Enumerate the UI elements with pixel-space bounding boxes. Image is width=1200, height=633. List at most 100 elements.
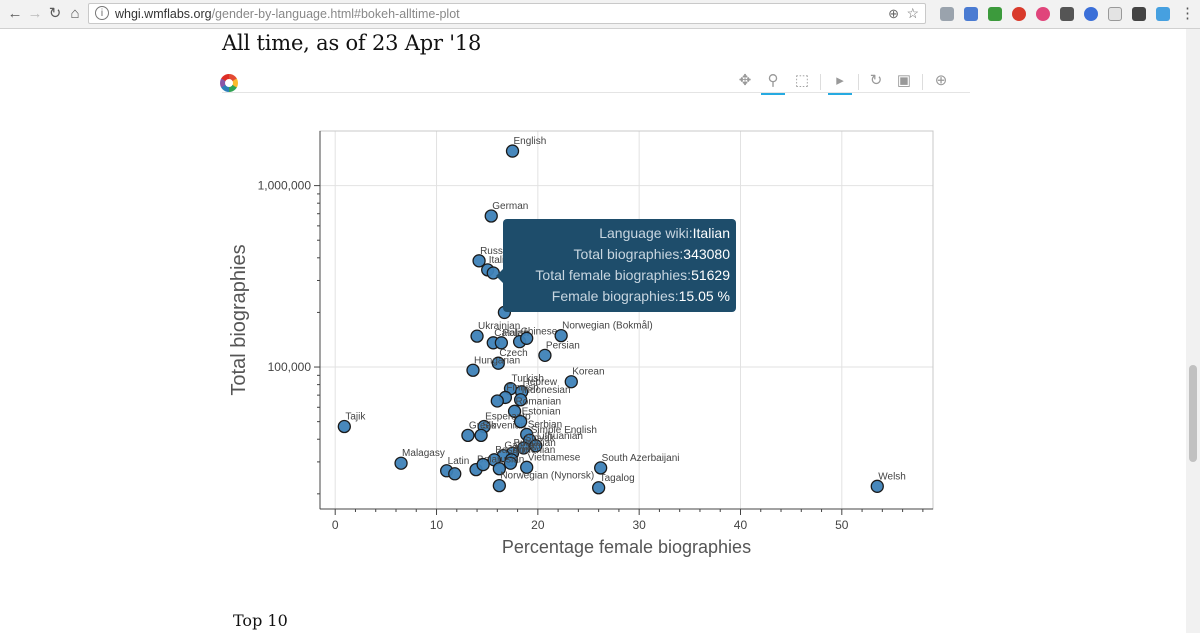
point-label: Korean <box>572 367 604 378</box>
info-icon[interactable]: i <box>95 6 109 20</box>
data-point[interactable] <box>517 441 531 455</box>
data-point[interactable] <box>472 254 486 268</box>
data-points[interactable]: English German RussianItalian UkrainianCata… <box>337 136 906 495</box>
point-label: Malagasy <box>402 448 445 459</box>
x-tick-label: 50 <box>835 518 849 532</box>
bookmark-star-icon[interactable]: ☆ <box>906 5 919 21</box>
extension-dark-icon[interactable] <box>1132 7 1146 21</box>
bokeh-logo-icon[interactable] <box>220 74 238 92</box>
point-label: Welsh <box>878 471 906 482</box>
data-point[interactable] <box>461 428 475 443</box>
extension-satellite-icon[interactable] <box>940 7 954 21</box>
data-point[interactable] <box>484 209 498 223</box>
point-label: Norwegian (Bokmål) <box>562 320 653 332</box>
point-label: Turkish <box>511 374 543 385</box>
data-point[interactable] <box>448 467 462 481</box>
toolbar-separator <box>820 74 821 90</box>
point-label: Esperanto <box>485 412 531 423</box>
data-point[interactable] <box>870 479 884 493</box>
data-point[interactable] <box>466 363 480 377</box>
point-label: Tajik <box>345 412 366 423</box>
x-tick-label: 0 <box>332 518 339 532</box>
data-point[interactable] <box>538 348 552 362</box>
data-point[interactable] <box>513 414 528 429</box>
data-point[interactable] <box>476 457 490 472</box>
data-point[interactable] <box>490 394 504 408</box>
hover-tooltip: Language wiki:Italian Total biographies:… <box>496 219 736 312</box>
wheel-zoom-tool-icon[interactable]: ⚲ <box>761 72 785 95</box>
extension-translate-icon[interactable] <box>964 7 978 21</box>
data-point[interactable] <box>513 393 528 407</box>
x-tick-label: 10 <box>430 518 444 532</box>
data-point[interactable] <box>554 328 568 343</box>
point-label: Romanian <box>516 396 562 407</box>
data-point[interactable] <box>507 404 522 418</box>
data-point[interactable] <box>505 144 520 158</box>
point-label: Basque <box>495 445 529 456</box>
inspector-menu-icon[interactable]: ⊕ <box>934 72 948 89</box>
point-label: Serbian <box>528 419 562 430</box>
save-tool-icon[interactable]: ▣ <box>896 72 912 89</box>
page-title: All time, as of 23 Apr '18 <box>222 31 482 55</box>
data-point[interactable] <box>494 336 509 350</box>
back-arrow-icon[interactable]: ← <box>7 5 23 22</box>
point-label: Tagalog <box>600 473 635 484</box>
point-label: Lithuanian <box>537 431 583 442</box>
x-tick-label: 30 <box>632 518 646 532</box>
point-label: Finnish <box>506 382 538 393</box>
data-point[interactable] <box>594 461 608 475</box>
point-label: Ukrainian <box>478 321 520 332</box>
scrollbar-thumb[interactable] <box>1189 365 1197 462</box>
home-icon[interactable]: ⌂ <box>70 5 80 22</box>
toolbar-separator <box>858 74 859 90</box>
point-label: Belarusian <box>477 455 524 466</box>
extension-green-icon[interactable] <box>988 7 1002 21</box>
data-point[interactable] <box>470 329 484 343</box>
box-zoom-tool-icon[interactable]: ⬚ <box>794 72 810 89</box>
point-label: South Azerbaijani <box>602 453 680 464</box>
axes: 0 10 20 30 40 50 100,000 1,000,000 <box>258 131 933 532</box>
point-label: Greek <box>469 420 497 431</box>
extension-at-icon[interactable] <box>1084 7 1098 21</box>
x-axis-label: Percentage female biographies <box>502 537 751 557</box>
reload-icon[interactable]: ↻ <box>48 5 62 22</box>
extension-cloud-icon[interactable] <box>1156 7 1170 21</box>
browser-menu-icon[interactable]: ⋮ <box>1180 5 1195 22</box>
browser-toolbar: ← → ↻ ⌂ i whgi.wmflabs.org/gender-by-lan… <box>0 0 1200 29</box>
toolbar-separator <box>922 74 923 90</box>
data-point[interactable] <box>492 462 506 476</box>
pan-tool-icon[interactable]: ✥ <box>738 72 752 89</box>
extension-shield-icon[interactable] <box>1060 7 1074 21</box>
data-point[interactable] <box>591 481 606 495</box>
page-scrollbar[interactable] <box>1186 29 1200 633</box>
data-point[interactable] <box>394 456 408 470</box>
point-label: Persian <box>546 340 580 351</box>
point-label: Slovenian <box>482 420 526 431</box>
data-point[interactable] <box>474 428 488 443</box>
data-point[interactable] <box>491 356 505 370</box>
extension-red-icon[interactable] <box>1012 7 1026 21</box>
extension-pinterest-icon[interactable] <box>1036 7 1050 21</box>
data-point[interactable] <box>520 460 534 474</box>
point-label: Polish <box>502 328 529 339</box>
reset-tool-icon[interactable]: ↻ <box>869 72 883 89</box>
point-label: Hebrew <box>523 377 558 388</box>
hover-tool-icon[interactable]: ▸ <box>828 72 852 95</box>
point-label: Indonesian <box>522 385 571 396</box>
data-point[interactable] <box>337 419 351 434</box>
section-heading-top10: Top 10 <box>233 611 288 630</box>
data-point[interactable] <box>520 331 534 345</box>
point-label: English <box>514 136 547 147</box>
point-label: Simple English <box>531 425 597 436</box>
tooltip-row-language: Language wiki:Italian <box>599 225 730 241</box>
data-point[interactable] <box>503 456 518 470</box>
data-point[interactable] <box>492 478 506 493</box>
forward-arrow-icon[interactable]: → <box>27 5 43 22</box>
address-bar[interactable]: i whgi.wmflabs.org/gender-by-language.ht… <box>88 3 926 24</box>
zoom-icon[interactable]: ⊕ <box>888 6 899 21</box>
extension-box-icon[interactable] <box>1108 7 1122 21</box>
y-tick-label: 100,000 <box>268 360 312 374</box>
data-point[interactable] <box>564 375 578 389</box>
toolbar-divider <box>222 92 970 93</box>
